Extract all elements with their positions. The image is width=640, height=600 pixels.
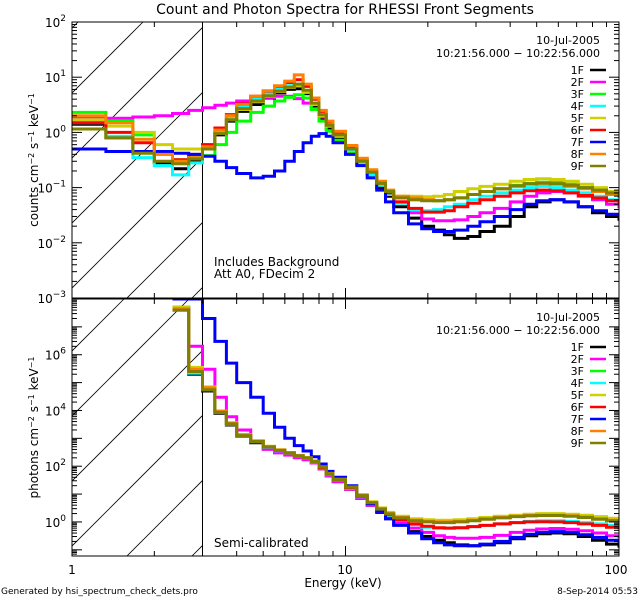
- legend-label-2F: 2F: [571, 76, 584, 89]
- hatch-line: [72, 22, 144, 94]
- count-annotation: Includes Background: [214, 255, 339, 269]
- legend-label-8F: 8F: [571, 148, 584, 161]
- hatch-line: [72, 91, 203, 224]
- legend-label-8F: 8F: [571, 425, 584, 438]
- legend-label-7F: 7F: [571, 413, 584, 426]
- y-axis-tick-label: 104: [45, 402, 66, 418]
- photon-series-9F: [172, 308, 619, 525]
- photon-plot-frame: [71, 298, 620, 557]
- y-axis-tick-label: 10−2: [37, 235, 66, 251]
- hatch-line: [387, 22, 640, 298]
- footer-generated-by: Generated by hsi_spectrum_check_dets.pro: [1, 587, 198, 597]
- photon-series-5F: [172, 305, 619, 522]
- count-time-range: 10:21:56.000 − 10:22:56.000: [436, 47, 600, 60]
- y-axis-tick-label: 102: [45, 458, 66, 474]
- y-axis-tick-label: 102: [45, 14, 66, 30]
- hatch-line: [0, 22, 13, 298]
- legend-label-1F: 1F: [571, 341, 584, 354]
- photon-series-2F: [172, 305, 619, 540]
- photon-series-4F: [172, 305, 619, 530]
- photon-series-3F: [172, 305, 619, 523]
- photon-series-6F: [172, 308, 619, 530]
- x-axis-tick-label-10: 10: [337, 563, 352, 577]
- hatch-line: [72, 299, 190, 417]
- count-series-7F: [72, 132, 619, 233]
- legend-label-7F: 7F: [571, 136, 584, 149]
- y-axis-tick-label: 100: [45, 514, 66, 530]
- count-annotation: Att A0, FDecim 2: [214, 267, 315, 281]
- legend-label-1F: 1F: [571, 64, 584, 77]
- photon-series-group: [172, 299, 619, 548]
- legend-label-5F: 5F: [571, 389, 584, 402]
- legend-label-6F: 6F: [571, 124, 584, 137]
- hatch-line: [126, 221, 203, 298]
- y-axis-tick-label: 106: [45, 347, 66, 363]
- photon-date: 10-Jul-2005: [536, 311, 600, 324]
- legend-label-3F: 3F: [571, 88, 584, 101]
- photon-series-1F: [172, 305, 619, 548]
- x-axis-label: Energy (keV): [304, 576, 381, 590]
- photon-y-axis-label: photons cm−2 s−1 keV−1: [27, 357, 42, 499]
- photon-hatched-region: [72, 299, 579, 556]
- x-axis-tick-label-100: 100: [605, 563, 628, 577]
- legend-label-4F: 4F: [571, 100, 584, 113]
- legend-label-6F: 6F: [571, 401, 584, 414]
- photon-time-range: 10:21:56.000 − 10:22:56.000: [436, 324, 600, 337]
- hatch-line: [72, 349, 203, 482]
- hatch-line: [72, 414, 203, 547]
- hatch-line: [322, 299, 579, 556]
- legend-label-3F: 3F: [571, 365, 584, 378]
- y-axis-tick-label: 100: [45, 124, 66, 140]
- count-series-9F: [72, 82, 619, 203]
- photon-series-8F: [172, 307, 619, 524]
- hatch-line: [72, 22, 79, 29]
- y-axis-tick-label: 10−1: [37, 180, 66, 196]
- x-axis-tick-label-1: 1: [68, 563, 76, 577]
- hatch-line: [126, 479, 203, 556]
- hatch-line: [72, 299, 125, 352]
- legend-label-2F: 2F: [571, 353, 584, 366]
- y-axis-tick-label: 10−3: [37, 290, 66, 306]
- legend-label-9F: 9F: [571, 160, 584, 173]
- photon-series-7F: [172, 299, 619, 548]
- count-series-group: [72, 73, 619, 240]
- hatch-line: [72, 26, 203, 159]
- count-spectrum-panel: 102 101 100 10−1 10−2 10−3 counts cm−2 s−1 keV…: [0, 14, 640, 306]
- legend-label-4F: 4F: [571, 377, 584, 390]
- count-date: 10-Jul-2005: [536, 34, 600, 47]
- legend-label-5F: 5F: [571, 112, 584, 125]
- footer-timestamp: 8-Sep-2014 05:53: [557, 587, 638, 597]
- hatch-line: [452, 22, 640, 298]
- y-axis-tick-label: 101: [45, 69, 66, 85]
- photon-annotation: Semi-calibrated: [214, 536, 309, 550]
- count-y-axis-label: counts cm−2 s−1 keV−1: [27, 93, 42, 227]
- chart-title: Count and Photon Spectra for RHESSI Fron…: [156, 2, 534, 18]
- legend-label-9F: 9F: [571, 437, 584, 450]
